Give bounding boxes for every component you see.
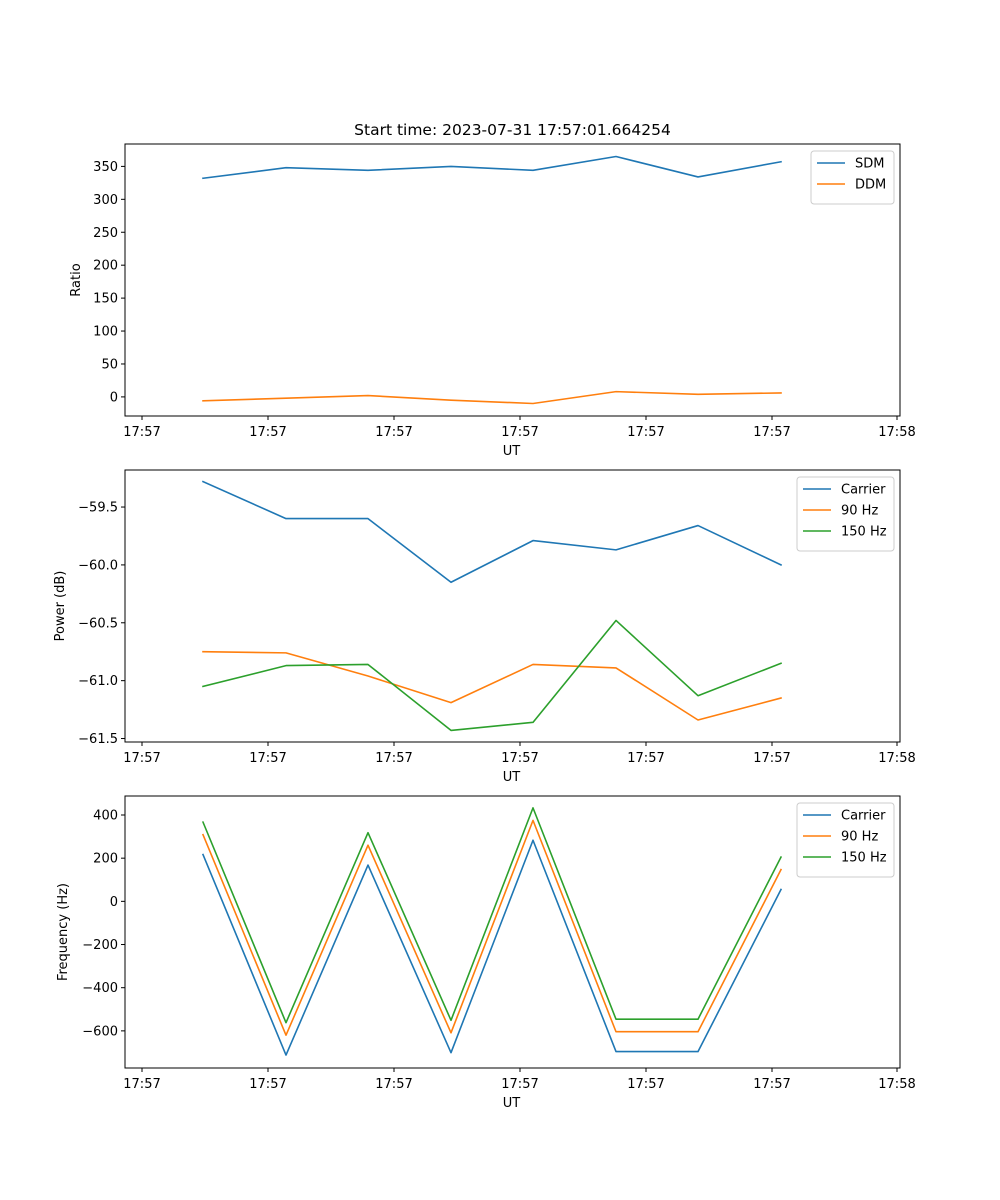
series-line-90-hz: [202, 650, 782, 721]
y-tick-label: 250: [93, 226, 118, 241]
x-tick-label: 17:57: [249, 751, 286, 766]
y-tick-label: 300: [93, 193, 118, 208]
y-tick-label: −200: [82, 938, 118, 953]
x-tick-label: 17:57: [501, 751, 538, 766]
x-tick-label: 17:58: [878, 751, 915, 766]
y-tick-label: 0: [110, 895, 118, 910]
x-tick-label: 17:57: [123, 1077, 160, 1092]
y-tick-label: −400: [82, 981, 118, 996]
x-tick-label: 17:57: [123, 751, 160, 766]
legend-label: DDM: [855, 178, 886, 193]
y-tick-label: 50: [101, 357, 118, 372]
x-tick-label: 17:57: [501, 425, 538, 440]
x-tick-label: 17:57: [375, 751, 412, 766]
y-axis-label: Power (dB): [53, 571, 68, 642]
legend-label: Carrier: [841, 483, 886, 498]
x-tick-label: 17:57: [501, 1077, 538, 1092]
legend-label: 90 Hz: [841, 504, 878, 519]
x-tick-label: 17:57: [753, 751, 790, 766]
chart-panel-1: Start time: 2023-07-31 17:57:01.664254 0 5…: [69, 121, 916, 459]
x-tick-label: 17:57: [375, 425, 412, 440]
y-axis-label: Ratio: [69, 263, 84, 296]
y-tick-label: −59.5: [78, 501, 118, 516]
x-axis-label: UT: [503, 1096, 521, 1111]
legend-label: 150 Hz: [841, 851, 887, 866]
x-tick-label: 17:57: [627, 425, 664, 440]
legend-label: 150 Hz: [841, 525, 887, 540]
x-tick-label: 17:57: [627, 1077, 664, 1092]
series-line-sdm: [202, 155, 782, 180]
series-line-carrier: [201, 839, 783, 1056]
y-tick-label: 0: [110, 390, 118, 405]
legend-label: Carrier: [841, 809, 886, 824]
legend: SDM DDM: [810, 150, 895, 205]
legend: Carrier 90 Hz 150 Hz: [796, 476, 895, 552]
x-tick-label: 17:57: [249, 425, 286, 440]
chart-panel-2: −61.5 −61.0 −60.5 −60.0 −59.5 17:57 17:57 17:57…: [53, 469, 916, 785]
y-tick-label: 100: [93, 325, 118, 340]
y-tick-label: 350: [93, 160, 118, 175]
x-axis-label: UT: [503, 770, 521, 785]
x-tick-label: 17:58: [878, 1077, 915, 1092]
y-axis-label: Frequency (Hz): [56, 883, 71, 981]
legend: Carrier 90 Hz 150 Hz: [796, 802, 895, 878]
series-line-carrier: [201, 480, 783, 584]
axes-frame: [124, 795, 901, 1069]
x-tick-label: 17:58: [878, 425, 915, 440]
y-tick-label: 200: [93, 259, 118, 274]
y-tick-label: 150: [93, 292, 118, 307]
x-tick-label: 17:57: [753, 425, 790, 440]
x-tick-label: 17:57: [375, 1077, 412, 1092]
y-tick-label: −61.5: [78, 732, 118, 747]
chart-panel-3: −600 −400 −200 0 200 400 17:57 17:57 17:57 17:57 1…: [56, 795, 916, 1111]
axes-frame: [124, 143, 901, 417]
series-line-150-hz: [201, 807, 783, 1024]
y-tick-label: −60.5: [78, 616, 118, 631]
y-tick-label: −600: [82, 1024, 118, 1039]
x-tick-label: 17:57: [627, 751, 664, 766]
x-tick-label: 17:57: [123, 425, 160, 440]
legend-box: [796, 476, 895, 552]
y-tick-label: 200: [93, 852, 118, 867]
x-tick-label: 17:57: [753, 1077, 790, 1092]
y-tick-label: 400: [93, 808, 118, 823]
y-tick-label: −60.0: [78, 558, 118, 573]
y-tick-label: −61.0: [78, 674, 118, 689]
axes-frame: [124, 469, 901, 743]
legend-label: 90 Hz: [841, 830, 878, 845]
legend-label: SDM: [855, 157, 884, 172]
legend-box: [796, 802, 895, 878]
x-tick-label: 17:57: [249, 1077, 286, 1092]
x-axis-label: UT: [503, 444, 521, 459]
legend-box: [810, 150, 895, 205]
series-line-90-hz: [201, 819, 783, 1036]
series-line-ddm: [202, 390, 782, 405]
chart-title: Start time: 2023-07-31 17:57:01.664254: [354, 121, 671, 139]
series-line-150-hz: [202, 619, 783, 732]
